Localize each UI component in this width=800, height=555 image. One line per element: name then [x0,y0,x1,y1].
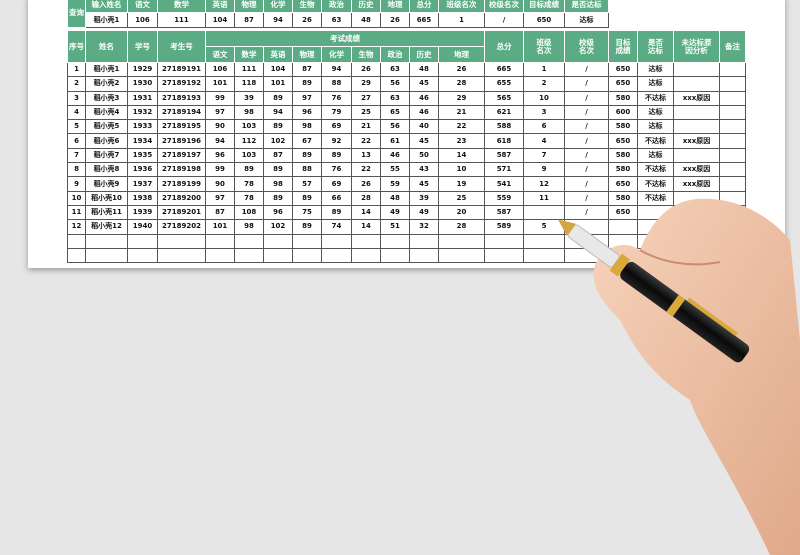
table-cell[interactable] [719,147,746,164]
table-cell[interactable]: 67 [292,133,322,149]
header-subject: 语文 [205,46,235,63]
header-subject: 地理 [438,46,485,63]
table-cell[interactable]: 587 [484,147,524,164]
header-exam-id: 考生号 [157,30,206,63]
table-cell[interactable] [719,119,746,135]
table-cell[interactable]: 40 [409,119,439,135]
table-cell[interactable]: 28 [438,219,485,235]
table-cell[interactable]: 27189198 [157,162,206,178]
query-header: 数学 [157,0,206,13]
table-cell[interactable]: 89 [263,119,293,135]
table-cell[interactable]: 22 [351,162,381,178]
table-cell[interactable]: 稻小壳8 [85,162,128,178]
query-value[interactable]: 106 [127,12,158,28]
table-cell[interactable]: 46 [380,147,410,164]
query-header: 物理 [234,0,264,13]
table-cell[interactable]: 1936 [127,162,158,178]
query-header: 政治 [321,0,352,13]
header-reason: 未达标原因分析 [673,30,720,63]
query-value[interactable]: 87 [234,12,264,28]
table-cell[interactable]: 7 [523,147,565,164]
table-cell[interactable]: 达标 [637,119,674,135]
table-cell[interactable]: 99 [205,162,235,178]
table-cell[interactable]: 39 [409,190,439,206]
table-cell[interactable] [719,162,746,178]
table-cell[interactable]: 57 [292,176,322,192]
score-table: 序号 姓名 学号 考生号 考试成绩 总分 班级名次 校级名次 目标成绩 是否达标… [67,30,746,264]
header-subject: 政治 [380,46,410,63]
query-header: 地理 [380,0,410,13]
table-row: 9 稻小壳9 1937 27189199 90 78 98 57 69 26 59 45 19 541 12… [67,176,746,192]
table-cell[interactable]: 11 [67,204,86,221]
query-header: 语文 [127,0,158,13]
table-cell[interactable]: 25 [438,190,485,206]
table-row: 11 稻小壳11 1939 27189201 87 108 96 75 89 14 49 49 20 58… [67,204,746,221]
header-note: 备注 [719,30,746,63]
table-cell[interactable]: 19 [438,176,485,192]
table-cell[interactable]: 108 [234,204,264,221]
table-cell[interactable] [719,176,746,192]
table-row: 8 稻小壳8 1936 27189198 99 89 89 88 76 22 55 43 10 571 9/… [67,162,746,178]
header-subject: 物理 [292,46,322,63]
query-table: 查询 输入姓名 语文 数学 英语 物理 化学 生物 政治 历史 地理 总分 班级名次 校级名次 目标成绩 是否… [67,0,609,28]
table-cell[interactable]: 27189196 [157,133,206,149]
table-cell[interactable]: 580 [608,190,638,206]
table-cell[interactable]: 48 [380,190,410,206]
table-cell[interactable]: 87 [263,147,293,164]
table-cell[interactable]: 1933 [127,119,158,135]
header-total: 总分 [484,30,524,63]
hand-shape [593,198,800,555]
header-subject: 化学 [321,46,352,63]
table-cell[interactable]: 89 [263,190,293,206]
table-cell[interactable]: xxx原因 [673,176,720,192]
table-cell[interactable]: 28 [351,190,381,206]
header-student-id: 学号 [127,30,158,63]
table-cell[interactable]: 27189195 [157,119,206,135]
table-row: 7 稻小壳7 1935 27189197 96 103 87 89 89 13 46 50 14 587 7… [67,147,746,164]
table-row: 5 稻小壳5 1933 27189195 90 103 89 98 69 21 56 40 22 588 6… [67,119,746,135]
table-cell[interactable]: 1937 [127,176,158,192]
query-header: 化学 [263,0,293,13]
header-target: 目标成绩 [608,30,638,63]
header-name: 姓名 [85,30,128,63]
table-cell[interactable]: 66 [321,190,352,206]
query-header: 校级名次 [484,0,524,13]
table-cell[interactable]: 103 [234,147,264,164]
table-cell[interactable]: 10 [438,162,485,178]
table-cell[interactable]: 1934 [127,133,158,149]
table-cell[interactable]: 87 [205,204,235,221]
header-index: 序号 [67,30,86,63]
table-cell[interactable]: 22 [351,133,381,149]
table-cell[interactable]: 69 [321,176,352,192]
table-row: 1 稻小壳1 1929 27189191 106 111 104 87 94 26 63 48 26 66… [67,61,746,78]
table-cell[interactable]: 6 [523,119,565,135]
header-school-rank: 校级名次 [564,30,609,63]
table-row: 2 稻小壳2 1930 27189192 101 118 101 89 88 29 56 45 28 65… [67,76,746,92]
table-cell[interactable]: 89 [292,190,322,206]
table-cell[interactable]: 102 [263,219,293,235]
table-cell[interactable]: 11 [523,190,565,206]
query-header: 英语 [205,0,235,13]
query-label: 查询 [67,0,86,28]
table-cell[interactable]: 不达标 [637,133,674,149]
table-cell[interactable]: 22 [438,119,485,135]
table-cell[interactable]: / [564,162,609,178]
query-header: 是否达标 [564,0,609,13]
table-row: 6 稻小壳6 1934 27189196 94 112 102 67 92 22 61 45 23 618… [67,133,746,149]
pen-icon [557,219,750,363]
header-class-rank: 班级名次 [523,30,565,63]
query-value[interactable]: 达标 [564,12,609,28]
table-cell[interactable]: 不达标 [637,162,674,178]
table-cell[interactable] [719,133,746,149]
table-cell[interactable]: 9 [523,162,565,178]
table-cell[interactable]: 89 [321,204,352,221]
